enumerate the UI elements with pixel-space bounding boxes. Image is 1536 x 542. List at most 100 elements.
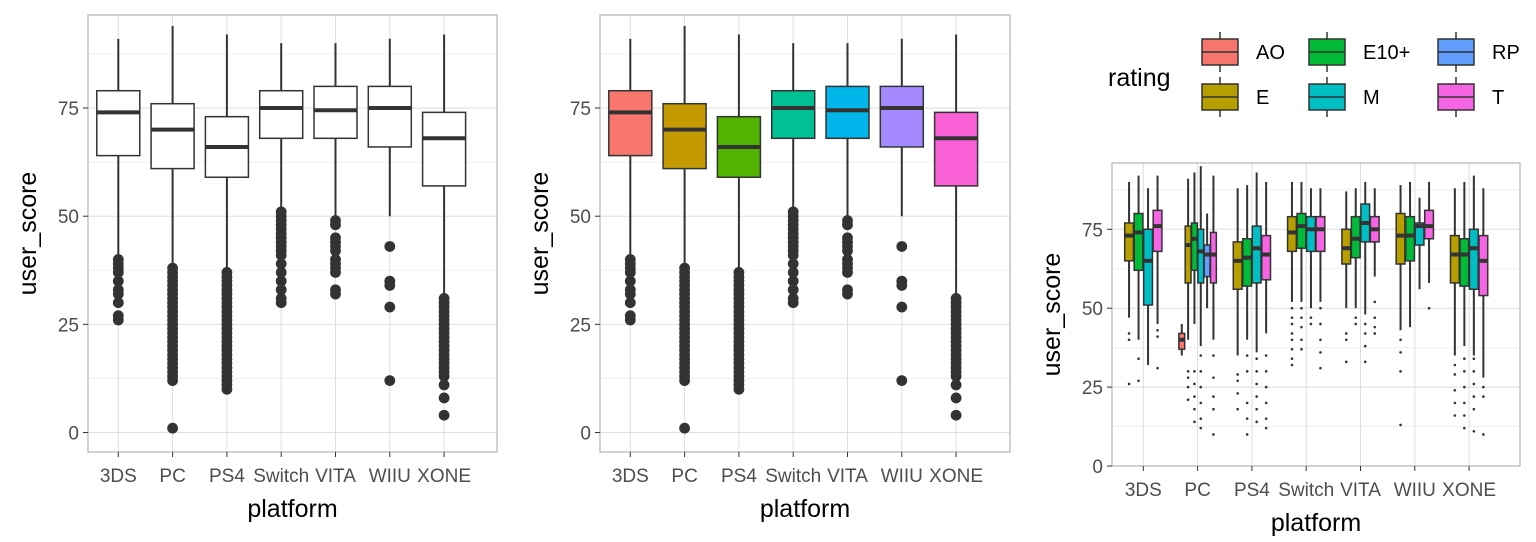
outlier-point bbox=[1290, 332, 1294, 335]
outlier-point bbox=[787, 275, 799, 287]
box-body bbox=[1123, 222, 1135, 262]
outlier-point bbox=[624, 314, 636, 326]
outlier-point bbox=[1156, 328, 1159, 332]
box-body bbox=[1209, 231, 1218, 284]
box-body bbox=[1414, 222, 1425, 246]
outlier-point bbox=[330, 288, 341, 300]
outlier-point bbox=[275, 267, 287, 278]
x-tick-label: XONE bbox=[1442, 480, 1496, 501]
outlier-point bbox=[787, 267, 799, 278]
panel-border bbox=[87, 14, 498, 453]
outlier-point bbox=[950, 409, 962, 421]
outlier-point bbox=[1309, 316, 1313, 319]
outlier-point bbox=[1199, 370, 1203, 373]
legend-label: M bbox=[1363, 87, 1380, 109]
outlier-point bbox=[275, 249, 287, 261]
outlier-point bbox=[1427, 306, 1431, 310]
outlier-point bbox=[733, 383, 745, 395]
x-tick-label: PS4 bbox=[1234, 480, 1270, 501]
outlier-point bbox=[842, 219, 853, 231]
outlier-point bbox=[1199, 401, 1203, 405]
outlier-point bbox=[112, 297, 124, 309]
box-group bbox=[825, 43, 870, 300]
outlier-point bbox=[1137, 357, 1140, 360]
box-group bbox=[608, 38, 653, 326]
outlier-point bbox=[679, 375, 690, 387]
outlier-point bbox=[1300, 306, 1303, 310]
box-group bbox=[933, 34, 979, 421]
outlier-point bbox=[1255, 420, 1258, 424]
y-axis-title: user_score bbox=[14, 172, 42, 296]
legend-item-T: T bbox=[1437, 77, 1504, 117]
box-group bbox=[204, 34, 250, 395]
outlier-point bbox=[1463, 401, 1466, 405]
outlier-point bbox=[1186, 398, 1190, 402]
outlier-point bbox=[384, 241, 396, 252]
x-tick-label: WIIU bbox=[1394, 480, 1436, 501]
box-group bbox=[313, 43, 358, 300]
y-tick-label: 75 bbox=[1082, 220, 1103, 241]
outlier-point bbox=[950, 370, 962, 382]
box-body bbox=[1203, 244, 1211, 278]
outlier-point bbox=[624, 288, 636, 300]
outlier-point bbox=[1482, 395, 1485, 398]
x-tick-label: 3DS bbox=[100, 466, 137, 487]
box-body bbox=[367, 85, 413, 148]
outlier-point bbox=[167, 422, 179, 434]
outlier-point bbox=[1344, 332, 1348, 335]
outlier-point bbox=[1255, 407, 1258, 411]
outlier-point bbox=[1290, 357, 1294, 360]
outlier-point bbox=[1453, 401, 1457, 405]
x-axis-title: platform bbox=[247, 495, 337, 523]
outlier-point bbox=[1236, 392, 1239, 395]
box-M bbox=[1251, 172, 1262, 424]
outlier-point bbox=[1354, 322, 1358, 326]
outlier-point bbox=[787, 297, 799, 309]
box-E10+ bbox=[1296, 181, 1307, 351]
box-M bbox=[1468, 175, 1479, 433]
outlier-point bbox=[1472, 395, 1476, 398]
outlier-point bbox=[1399, 338, 1402, 342]
outlier-point bbox=[1264, 417, 1268, 420]
panel-border bbox=[599, 14, 1011, 453]
box-E bbox=[1286, 181, 1298, 367]
outlier-point bbox=[1290, 306, 1294, 310]
outlier-point bbox=[1264, 354, 1268, 357]
outlier-point bbox=[275, 297, 287, 309]
x-tick-label: PS4 bbox=[721, 466, 757, 487]
box-body bbox=[1232, 241, 1243, 290]
panel-left: 0 25 50 75 3DS PC PS4 Switch VITA WIIU XONE platfor… bbox=[14, 14, 498, 523]
legend-label: RP bbox=[1492, 42, 1520, 64]
outlier-point bbox=[1255, 382, 1258, 386]
box-body bbox=[933, 111, 979, 187]
outlier-point bbox=[896, 241, 908, 252]
outlier-point bbox=[1373, 325, 1377, 329]
outlier-point bbox=[1319, 351, 1322, 354]
box-E bbox=[1232, 188, 1243, 411]
box-E10+ bbox=[1350, 188, 1361, 326]
box-E10+ bbox=[1133, 175, 1144, 383]
outlier-point bbox=[1290, 347, 1294, 351]
outlier-point bbox=[896, 301, 908, 313]
outlier-point bbox=[1290, 338, 1294, 342]
outlier-point bbox=[1472, 370, 1476, 373]
y-axis-title: user_score bbox=[1038, 253, 1066, 377]
outlier-point bbox=[1363, 322, 1367, 326]
outlier-point bbox=[384, 301, 396, 313]
box-E bbox=[1449, 188, 1460, 417]
box-body bbox=[662, 102, 707, 170]
box-body bbox=[825, 85, 870, 140]
outlier-point bbox=[1212, 433, 1215, 436]
outlier-point bbox=[842, 245, 853, 257]
box-E bbox=[1123, 181, 1135, 386]
outlier-point bbox=[438, 379, 450, 391]
outlier-point bbox=[1399, 351, 1402, 354]
y-tick-label: 25 bbox=[570, 315, 591, 336]
outlier-point bbox=[1156, 366, 1159, 370]
outlier-point bbox=[1199, 417, 1203, 420]
outlier-point bbox=[1212, 376, 1215, 379]
box-body bbox=[421, 111, 467, 187]
outlier-point bbox=[1399, 423, 1402, 427]
outlier-point bbox=[1245, 417, 1249, 420]
